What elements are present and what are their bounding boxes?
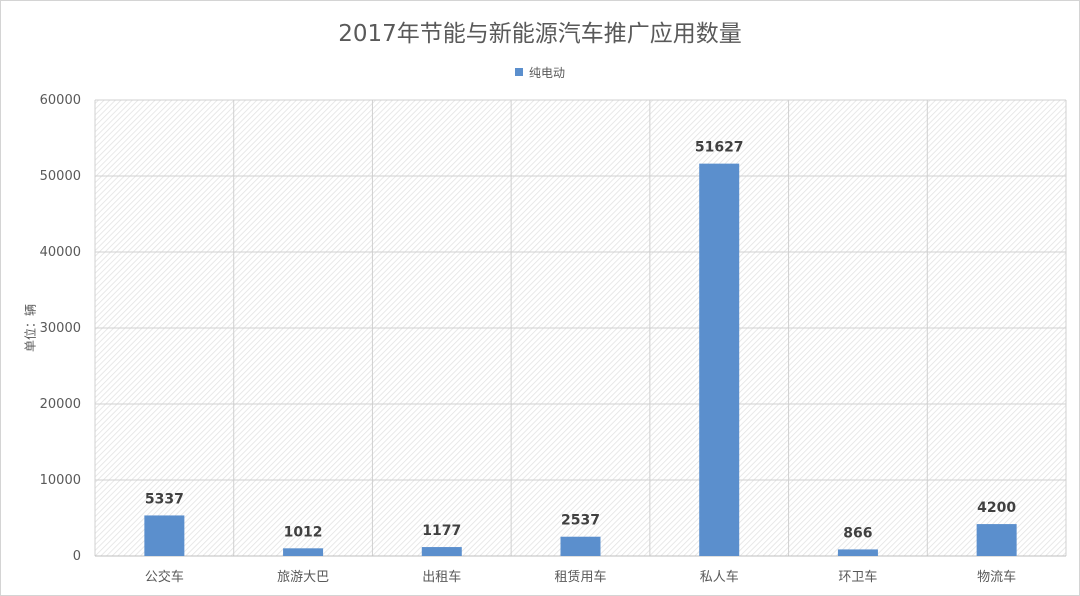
- data-label: 5337: [145, 491, 184, 507]
- bar: [837, 549, 878, 556]
- x-tick-label: 出租车: [422, 569, 461, 585]
- x-tick-label: 旅游大巴: [277, 570, 329, 585]
- x-tick-label: 租赁用车: [554, 569, 606, 585]
- data-label: 1012: [284, 524, 323, 540]
- legend-swatch: [514, 67, 523, 76]
- data-labels: 5337 1012 1177 2537 51627 866 4200: [145, 140, 1017, 542]
- chart-title: 2017年节能与新能源汽车推广应用数量: [338, 21, 742, 47]
- y-tick-label: 50000: [40, 169, 81, 184]
- bar: [421, 547, 462, 556]
- bar: [283, 548, 324, 556]
- bar: [560, 536, 601, 556]
- data-label: 1177: [422, 523, 461, 539]
- x-tick-label: 公交车: [145, 569, 184, 585]
- y-tick-label: 30000: [40, 321, 81, 336]
- data-label: 51627: [695, 140, 744, 156]
- x-tick-label: 环卫车: [838, 569, 877, 585]
- y-tick-label: 0: [73, 549, 81, 564]
- bar: [144, 515, 185, 556]
- data-label: 4200: [977, 500, 1016, 516]
- data-label: 866: [843, 525, 872, 541]
- x-tick-label: 私人车: [700, 569, 739, 585]
- legend: 纯电动: [0, 64, 1080, 81]
- legend-label: 纯电动: [528, 66, 565, 80]
- y-tick-label: 20000: [40, 397, 81, 412]
- x-axis-ticks: 公交车 旅游大巴 出租车 租赁用车 私人车 环卫车 物流车: [145, 569, 1016, 585]
- bar: [976, 524, 1017, 556]
- y-tick-label: 60000: [40, 93, 81, 108]
- x-tick-label: 物流车: [977, 569, 1016, 585]
- y-tick-label: 10000: [40, 473, 81, 488]
- y-tick-label: 40000: [40, 245, 81, 260]
- data-label: 2537: [561, 513, 600, 529]
- bar: [699, 163, 740, 556]
- bars: [144, 163, 1017, 556]
- y-axis-ticks: 0 10000 20000 30000 40000 50000 60000: [40, 93, 81, 564]
